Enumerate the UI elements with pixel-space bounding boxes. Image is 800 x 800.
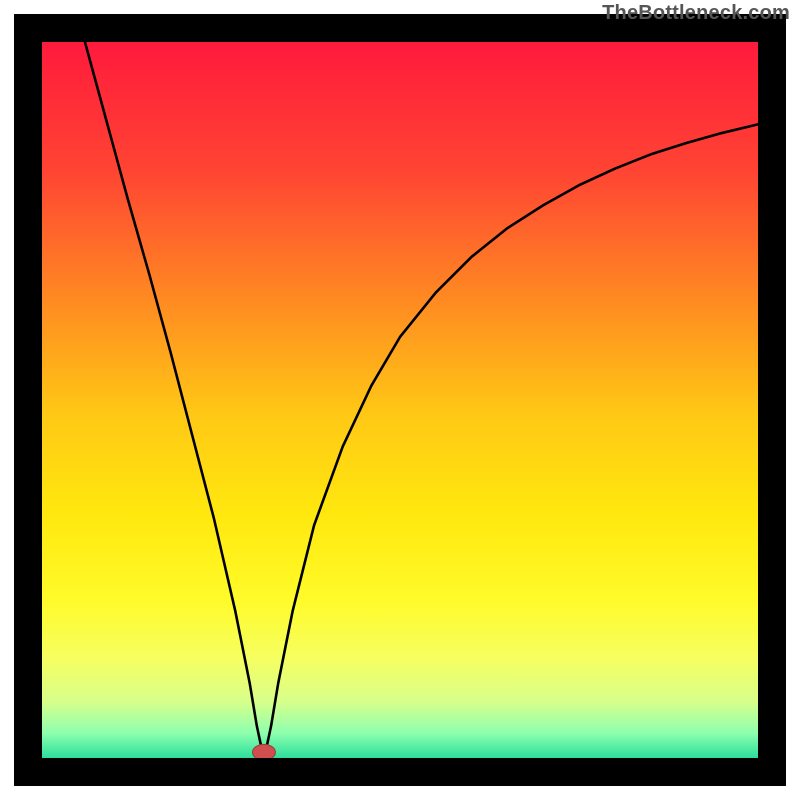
optimum-marker bbox=[253, 744, 276, 760]
bottleneck-chart bbox=[0, 0, 800, 800]
gradient-background bbox=[42, 42, 758, 758]
stage: TheBottleneck.com bbox=[0, 0, 800, 800]
attribution-text: TheBottleneck.com bbox=[602, 2, 790, 25]
